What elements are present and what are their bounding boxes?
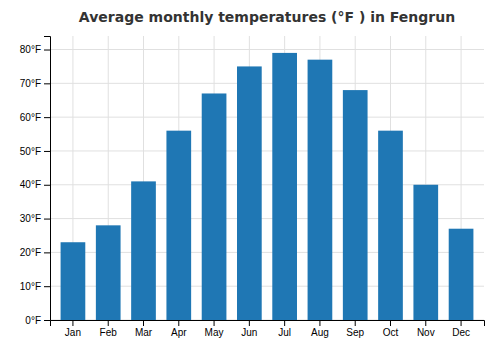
- bar: [202, 93, 227, 320]
- tick-label: 10°F: [20, 281, 41, 292]
- tick-mark: [214, 320, 215, 326]
- x-axis: Jan Feb Mar Apr May Jun Jul Aug Sep Oct Nov Dec: [51, 320, 485, 338]
- tick-mark: [249, 320, 250, 326]
- bar: [61, 242, 86, 320]
- bar: [96, 225, 121, 320]
- tick-mark: [44, 151, 50, 152]
- tick-label: 20°F: [20, 247, 41, 258]
- tick: Jan: [65, 320, 81, 338]
- title: Average monthly temperatures (°F ) in Fe…: [79, 9, 455, 25]
- tick-label: Jan: [65, 327, 81, 338]
- bar: [272, 53, 297, 320]
- tick-mark: [44, 219, 50, 220]
- tick-mark: [44, 185, 50, 186]
- tick-label: 40°F: [20, 179, 41, 190]
- bar: [378, 131, 403, 320]
- axis-line: [51, 321, 485, 327]
- tick-mark: [143, 320, 144, 326]
- grid-line: [50, 150, 484, 151]
- grid-line: [50, 117, 484, 118]
- tick-mark: [461, 320, 462, 326]
- tick-label: 60°F: [20, 112, 41, 123]
- tick: Dec: [452, 320, 470, 338]
- tick-label: Nov: [417, 327, 435, 338]
- tick: 80°F: [20, 44, 50, 55]
- tick: 10°F: [20, 281, 50, 292]
- tick-mark: [44, 320, 50, 321]
- tick-mark: [355, 320, 356, 326]
- tick-label: 0°F: [25, 315, 41, 326]
- tick-label: Jul: [278, 327, 291, 338]
- axis-line: [44, 37, 51, 321]
- plot: Jan Feb Mar Apr May Jun Jul Aug Sep Oct Nov Dec 0°F 1…: [20, 36, 485, 338]
- tick: May: [205, 320, 224, 338]
- tick-label: 50°F: [20, 146, 41, 157]
- tick: 20°F: [20, 247, 50, 258]
- tick-label: 80°F: [20, 44, 41, 55]
- tick: 50°F: [20, 146, 50, 157]
- tick-label: Sep: [346, 327, 364, 338]
- bars: [61, 53, 474, 320]
- tick-mark: [319, 320, 320, 326]
- chart: Jan Feb Mar Apr May Jun Jul Aug Sep Oct Nov Dec 0°F 1…: [0, 0, 500, 350]
- bar: [449, 229, 474, 320]
- bar: [166, 131, 191, 320]
- tick-mark: [178, 320, 179, 326]
- tick: Nov: [417, 320, 435, 338]
- tick: Apr: [171, 320, 187, 338]
- tick-label: May: [205, 327, 224, 338]
- tick: Jun: [241, 320, 257, 338]
- bar: [237, 66, 262, 320]
- tick-mark: [44, 252, 50, 253]
- tick: Sep: [346, 320, 364, 338]
- tick: 60°F: [20, 112, 50, 123]
- tick: 0°F: [25, 315, 50, 326]
- tick-label: Dec: [452, 327, 470, 338]
- tick-mark: [44, 50, 50, 51]
- y-axis: 0°F 10°F 20°F 30°F 40°F 50°F 60°F 70°F 80°F: [20, 37, 51, 326]
- tick-mark: [44, 83, 50, 84]
- tick-mark: [72, 320, 73, 326]
- grid-line: [50, 83, 484, 84]
- tick-label: 30°F: [20, 213, 41, 224]
- grid-line: [50, 49, 484, 50]
- bar: [343, 90, 368, 320]
- tick-mark: [284, 320, 285, 326]
- tick-label: Mar: [135, 327, 153, 338]
- tick-label: 70°F: [20, 78, 41, 89]
- tick-mark: [108, 320, 109, 326]
- tick-label: Feb: [100, 327, 118, 338]
- tick-label: Aug: [311, 327, 329, 338]
- tick: Oct: [383, 320, 399, 338]
- tick-mark: [425, 320, 426, 326]
- tick-label: Jun: [241, 327, 257, 338]
- tick: Mar: [135, 320, 153, 338]
- tick-label: Apr: [171, 327, 187, 338]
- tick: 70°F: [20, 78, 50, 89]
- tick: Aug: [311, 320, 329, 338]
- bar: [413, 185, 438, 320]
- tick: 30°F: [20, 213, 50, 224]
- bar: [308, 60, 333, 320]
- tick: Feb: [100, 320, 118, 338]
- tick: Jul: [278, 320, 291, 338]
- tick-mark: [390, 320, 391, 326]
- grid: [50, 36, 484, 320]
- tick-mark: [44, 117, 50, 118]
- tick-mark: [44, 286, 50, 287]
- tick-label: Oct: [383, 327, 399, 338]
- bar: [131, 181, 156, 320]
- tick: 40°F: [20, 179, 50, 190]
